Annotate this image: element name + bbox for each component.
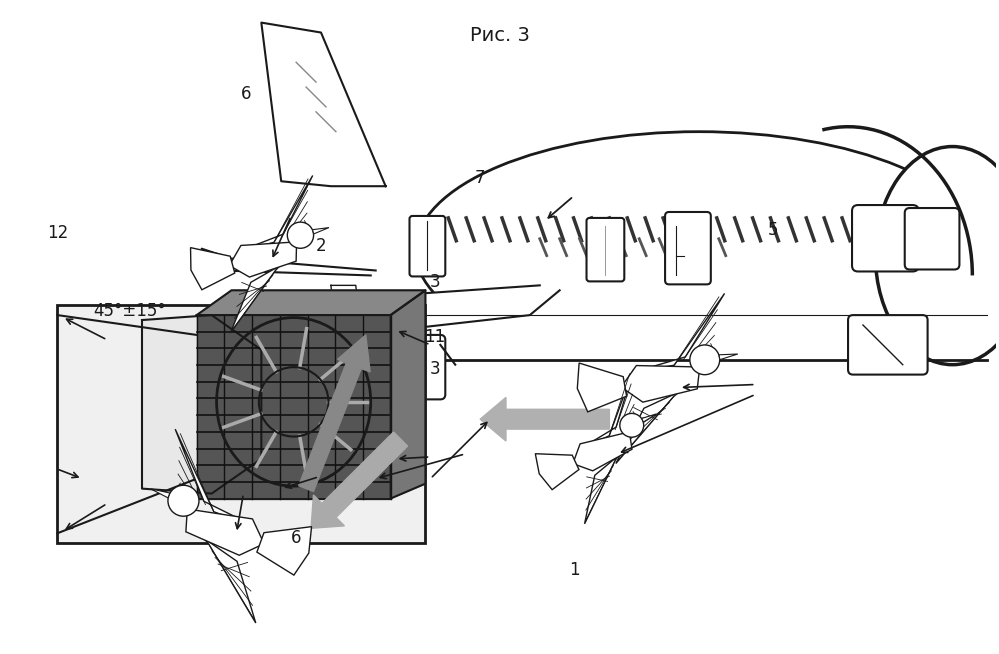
FancyArrow shape [481,398,609,441]
FancyBboxPatch shape [905,208,959,269]
Bar [416,320,987,400]
FancyBboxPatch shape [848,315,928,375]
Text: 2: 2 [316,237,326,255]
Text: 3: 3 [430,360,441,378]
Polygon shape [331,285,361,340]
Polygon shape [186,509,264,555]
Text: 7: 7 [475,169,485,187]
Polygon shape [152,285,559,350]
FancyArrow shape [311,432,408,528]
Text: 45°±15°: 45°±15° [94,301,166,320]
Circle shape [168,485,199,516]
Polygon shape [257,526,312,575]
Polygon shape [231,266,281,333]
Polygon shape [631,294,724,373]
Polygon shape [237,175,313,252]
Polygon shape [615,392,679,464]
Polygon shape [391,290,426,498]
Polygon shape [197,290,426,315]
Polygon shape [621,366,699,402]
Text: 12: 12 [47,224,68,242]
Polygon shape [204,538,256,623]
Polygon shape [641,414,656,422]
Polygon shape [262,23,386,186]
Polygon shape [191,248,235,290]
Circle shape [619,413,643,438]
Ellipse shape [875,146,999,365]
Bar [58,305,426,543]
Text: 11: 11 [425,328,446,346]
Polygon shape [230,242,297,277]
FancyBboxPatch shape [665,212,711,284]
Polygon shape [572,432,632,471]
Polygon shape [584,456,618,524]
Polygon shape [202,249,376,275]
Polygon shape [535,454,579,490]
Circle shape [288,222,314,249]
Ellipse shape [416,131,982,370]
FancyBboxPatch shape [852,205,919,271]
Text: Рис. 3: Рис. 3 [470,26,529,44]
Ellipse shape [244,339,276,394]
Polygon shape [175,429,257,527]
Text: 6: 6 [241,84,252,103]
Text: 5: 5 [767,221,778,239]
Polygon shape [719,354,738,360]
Polygon shape [197,315,391,498]
Ellipse shape [251,349,269,384]
Polygon shape [313,228,329,234]
Text: 3: 3 [430,273,441,290]
Polygon shape [577,370,633,451]
FancyArrow shape [299,335,371,491]
Circle shape [690,345,719,375]
Polygon shape [577,363,626,412]
Text: 1: 1 [568,561,579,579]
Polygon shape [151,489,170,498]
FancyBboxPatch shape [410,216,446,277]
FancyBboxPatch shape [252,335,446,400]
Polygon shape [142,315,262,494]
FancyBboxPatch shape [586,218,624,281]
Text: 6: 6 [291,528,301,547]
